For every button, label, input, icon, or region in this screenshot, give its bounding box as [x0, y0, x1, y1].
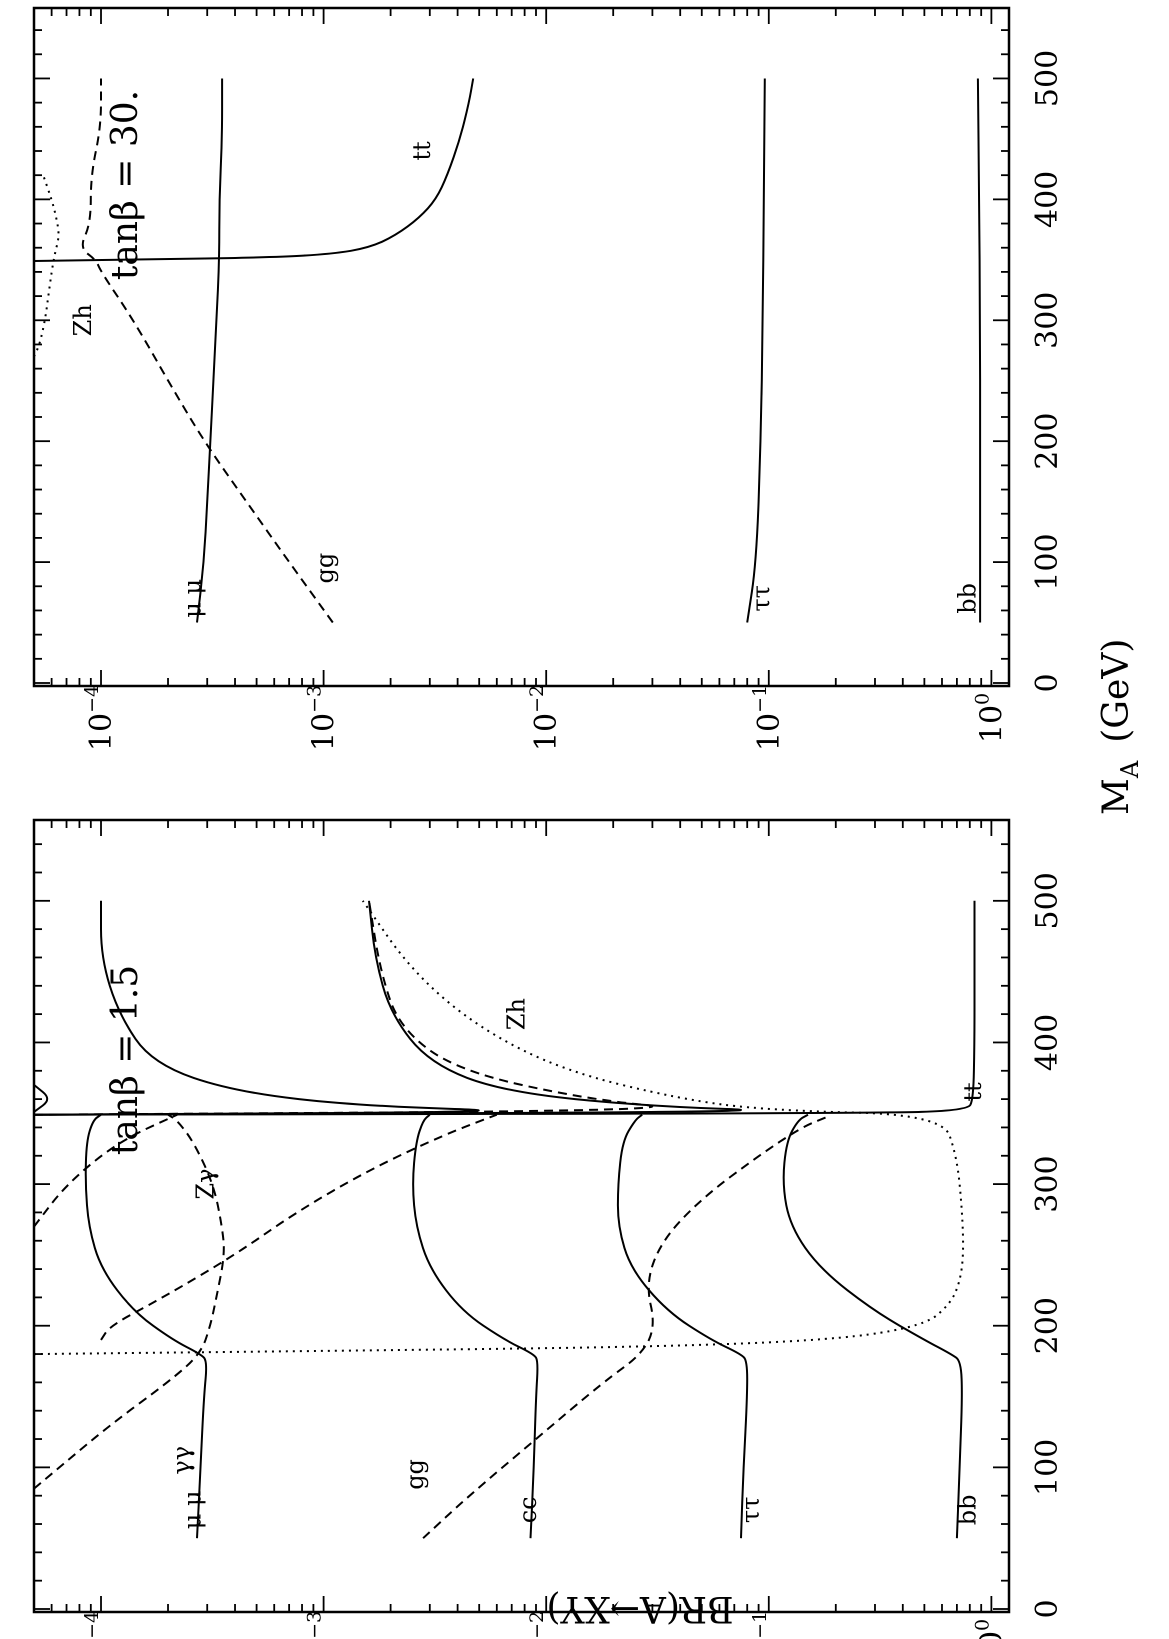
x-axis-label-subscript: A: [1116, 760, 1144, 779]
series-label: gg: [401, 1459, 429, 1490]
y-tick-label: 10−4: [81, 1611, 119, 1639]
series-line: [33, 1113, 178, 1228]
series-label: bb: [954, 583, 982, 614]
series-line: [33, 174, 60, 357]
x-tick-label: 500: [1030, 50, 1065, 107]
y-tick-label: 10−3: [304, 1611, 342, 1639]
series-line: [33, 900, 965, 1356]
y-axis-label: BR(A→XY): [546, 1588, 733, 1629]
series-line: [33, 1113, 225, 1490]
series-line: [100, 1113, 498, 1341]
x-axis-label-symbol: M: [1096, 778, 1137, 815]
series-label: gg: [311, 553, 339, 584]
series-label: ττ: [737, 1497, 765, 1524]
y-tick-label: 10−3: [304, 685, 342, 751]
x-tick-label: 0: [1030, 673, 1065, 692]
y-tick-label: 10−1: [749, 1611, 787, 1639]
y-tick-label: 100: [971, 693, 1009, 743]
x-tick-label: 400: [1030, 171, 1065, 228]
x-tick-label: 400: [1030, 1014, 1065, 1071]
x-tick-label: 500: [1030, 872, 1065, 929]
series-label: μ μ: [179, 579, 207, 618]
panel-tanb-1-5: 010020030040050010010−110−210−310−4bbttτ…: [32, 818, 1065, 1639]
series-line: [33, 78, 475, 262]
series-line: [81, 78, 334, 624]
series-label: Zh: [503, 998, 531, 1030]
series-label: μ μ: [179, 1490, 207, 1529]
panel-annotation: tanβ = 1.5: [105, 965, 146, 1155]
panel-tanb-30: 0 100 200 300 400 500 100 10−1 10−2 10−3 10−4 bb ττ μ…: [32, 6, 1065, 751]
series-line: [782, 1113, 963, 1539]
plot-frame: [32, 6, 1011, 688]
panel-annotation: tanβ = 30.: [105, 90, 146, 280]
series-line: [33, 900, 480, 1116]
series-line: [422, 1116, 826, 1539]
series-line: [976, 78, 982, 623]
plot-frame: [32, 818, 1011, 1614]
x-tick-label: 300: [1030, 1155, 1065, 1212]
x-axis-label: MA (GeV): [1096, 639, 1144, 815]
x-tick-label: 300: [1030, 292, 1065, 349]
series-line: [196, 78, 224, 623]
x-tick-label: 100: [1030, 533, 1065, 590]
series-label: bb: [954, 1494, 982, 1525]
series-line: [746, 78, 766, 623]
x-tick-label: 0: [1030, 1599, 1065, 1618]
x-tick-label: 200: [1030, 413, 1065, 470]
y-tick-label: 100: [971, 1619, 1009, 1639]
y-tick-label: 10−4: [81, 685, 119, 751]
x-tick-label: 100: [1030, 1439, 1065, 1496]
series-label: cc: [514, 1496, 542, 1523]
series-line: [412, 1113, 539, 1539]
series-label: Zh: [69, 304, 97, 336]
y-tick-label: 10−2: [526, 685, 564, 751]
series-line: [616, 1113, 749, 1539]
series-label: Zγ: [191, 1169, 219, 1200]
y-tick-label: 10−1: [749, 685, 787, 751]
series-label: tt: [959, 1082, 987, 1102]
x-axis-label-unit: (GeV): [1096, 639, 1137, 743]
series-line: [84, 1113, 208, 1539]
series-label: ττ: [747, 585, 775, 612]
series-label: γγ: [168, 1446, 196, 1475]
x-tick-label: 200: [1030, 1297, 1065, 1354]
series-line: [33, 1084, 49, 1113]
series-label: tt: [408, 141, 436, 161]
svg-text:MA(GeV): MA (GeV): [1096, 639, 1144, 815]
